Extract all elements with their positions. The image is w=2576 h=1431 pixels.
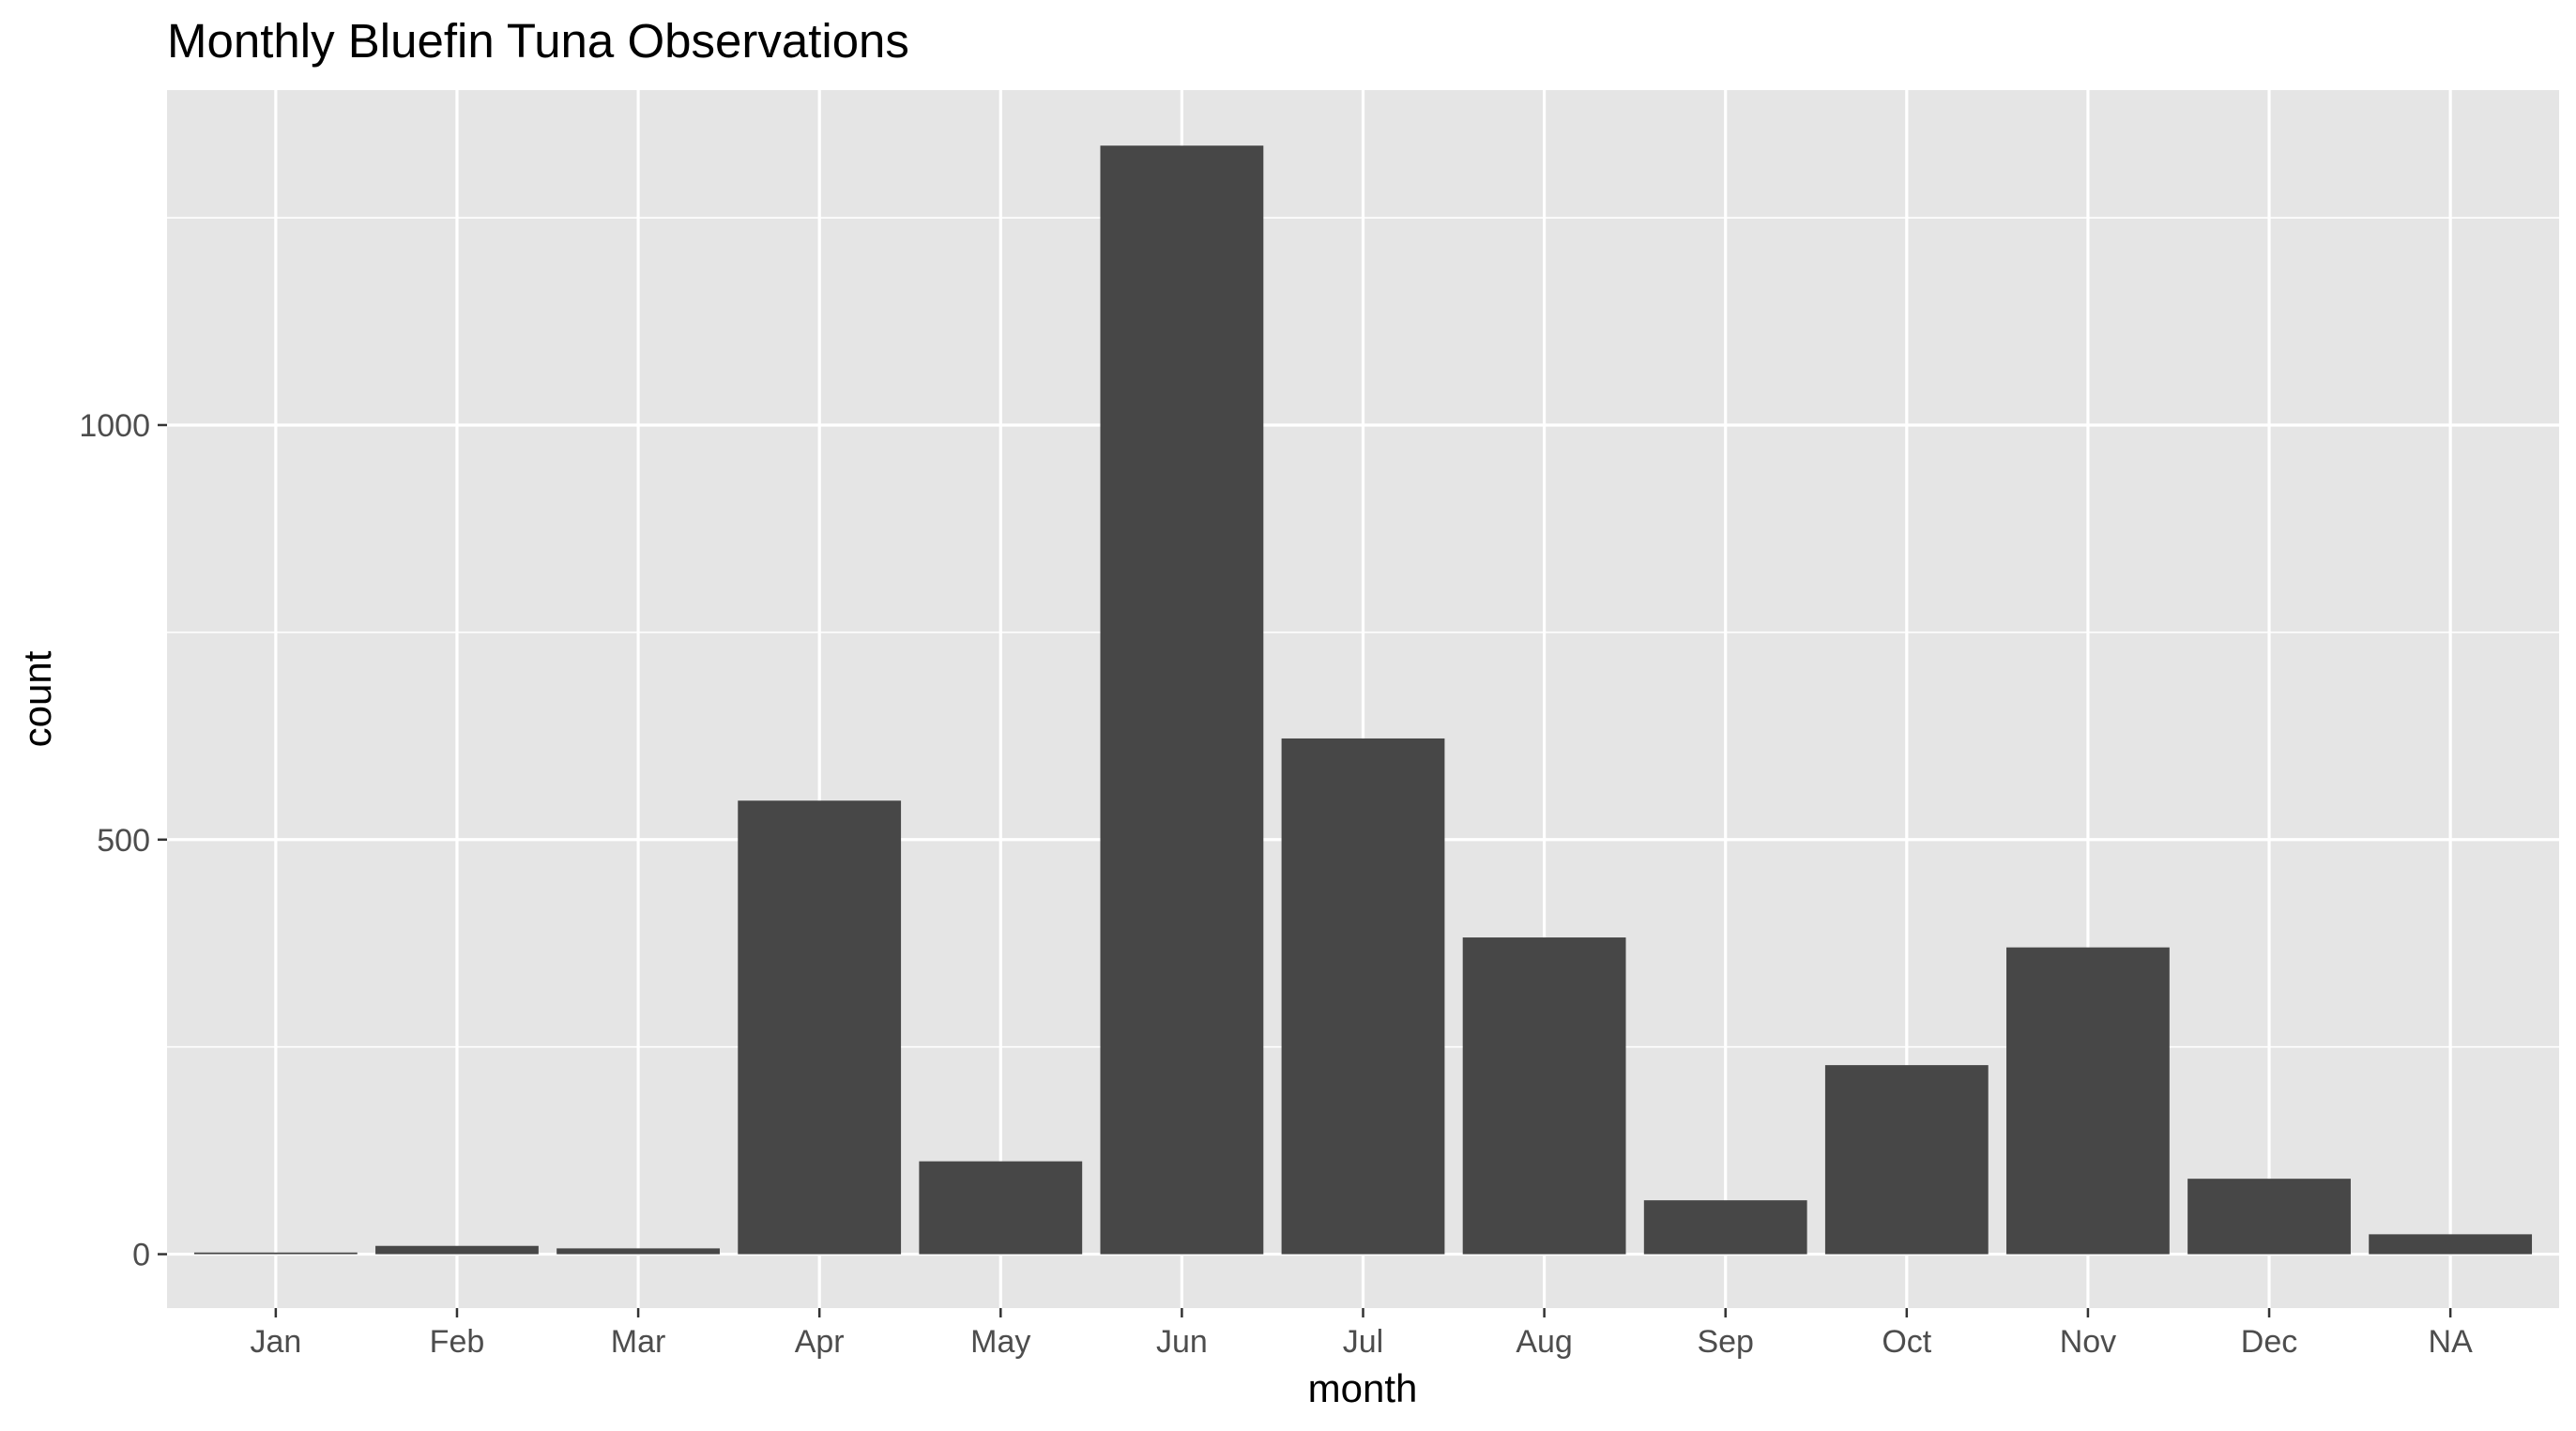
bar-jul <box>1281 738 1445 1255</box>
bar-apr <box>738 800 902 1255</box>
x-tick-label: Sep <box>1697 1324 1754 1360</box>
x-tick-label: Nov <box>2060 1324 2116 1360</box>
bar-na <box>2369 1234 2533 1255</box>
y-axis-title: count <box>15 650 59 747</box>
x-tick-label: May <box>970 1324 1030 1360</box>
y-tick-label: 500 <box>97 823 150 859</box>
bar-sep <box>1643 1200 1807 1255</box>
x-tick-label: Jul <box>1343 1324 1383 1360</box>
x-tick-label: NA <box>2429 1324 2474 1360</box>
bar-jan <box>193 1252 358 1255</box>
x-tick-label: Mar <box>611 1324 666 1360</box>
x-tick-label: Dec <box>2241 1324 2297 1360</box>
x-axis-title: month <box>1308 1366 1418 1410</box>
y-axis: 0 500 1000 <box>79 408 167 1273</box>
x-tick-label: Jan <box>250 1324 301 1360</box>
y-tick-label: 0 <box>132 1238 150 1273</box>
bar-mar <box>556 1248 720 1255</box>
x-tick-label: Oct <box>1882 1324 1931 1360</box>
bar-aug <box>1462 937 1626 1255</box>
x-axis: Jan Feb Mar Apr May Jun Jul Aug Sep Oct Nov Dec NA <box>250 1308 2473 1360</box>
x-tick-label: Feb <box>430 1324 485 1360</box>
bar-dec <box>2187 1179 2351 1255</box>
bar-may <box>919 1161 1083 1255</box>
bar-oct <box>1824 1065 1989 1255</box>
chart-title: Monthly Bluefin Tuna Observations <box>167 14 909 68</box>
bar-jun <box>1100 145 1264 1255</box>
bars <box>193 145 2533 1255</box>
x-tick-label: Aug <box>1516 1324 1573 1360</box>
bar-nov <box>2006 947 2170 1255</box>
bar-feb <box>375 1245 539 1255</box>
y-tick-label: 1000 <box>79 408 150 444</box>
x-tick-label: Apr <box>795 1324 845 1360</box>
x-tick-label: Jun <box>1156 1324 1208 1360</box>
